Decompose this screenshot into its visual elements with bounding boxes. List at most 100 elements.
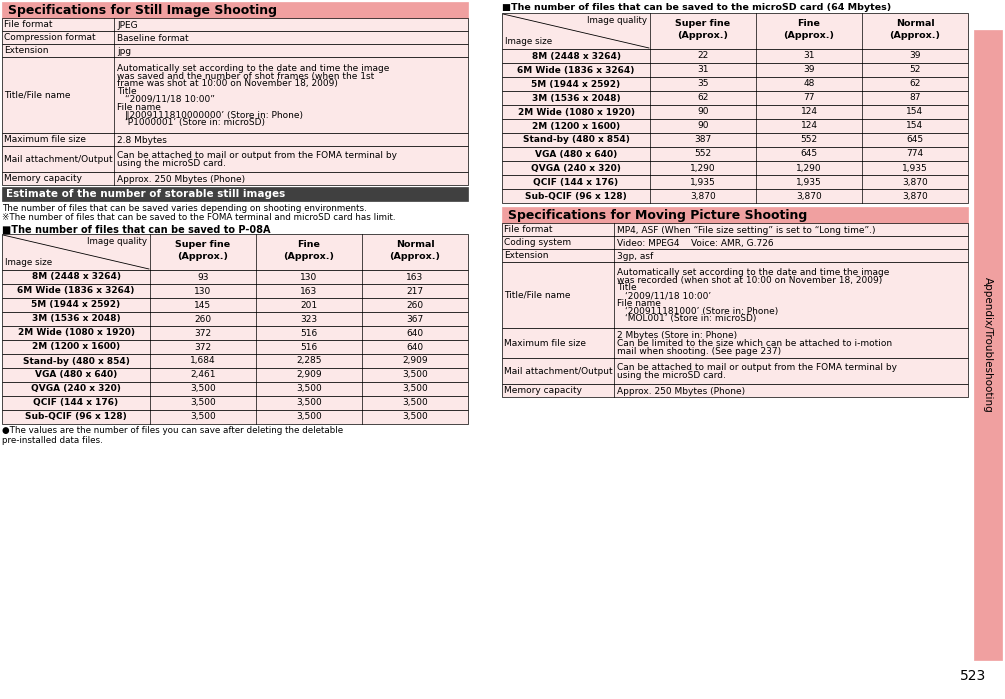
Text: 2M Wide (1080 x 1920): 2M Wide (1080 x 1920) (518, 108, 634, 117)
Text: MP4, ASF (When “File size setting” is set to “Long time”.): MP4, ASF (When “File size setting” is se… (617, 226, 875, 235)
Bar (2, 146, 468, 172)
Bar (502, 262, 968, 328)
Text: (Approx.): (Approx.) (283, 252, 335, 261)
Text: Title: Title (117, 87, 137, 96)
Text: 2M (1200 x 1600): 2M (1200 x 1600) (532, 122, 620, 131)
Text: 163: 163 (406, 273, 424, 282)
Text: File format: File format (4, 20, 52, 29)
Text: 77: 77 (803, 94, 815, 103)
Text: mail when shooting. (See page 237): mail when shooting. (See page 237) (617, 347, 781, 356)
Bar (2, 354, 468, 368)
Text: Extension: Extension (504, 251, 549, 260)
Text: File name: File name (617, 299, 661, 308)
Text: using the microSD card.: using the microSD card. (617, 371, 726, 380)
Bar (2, 410, 468, 424)
Text: Can be limited to the size which can be attached to i-motion: Can be limited to the size which can be … (617, 339, 892, 348)
Text: 5M (1944 x 2592): 5M (1944 x 2592) (31, 301, 121, 310)
Text: 201: 201 (300, 301, 318, 310)
Text: 1,684: 1,684 (190, 356, 216, 366)
Text: ‘P1000001’ (Store in: microSD): ‘P1000001’ (Store in: microSD) (125, 118, 265, 127)
Text: 323: 323 (300, 315, 318, 324)
Text: Image quality: Image quality (587, 16, 647, 25)
Text: 39: 39 (803, 66, 815, 75)
Text: 124: 124 (801, 122, 817, 131)
Text: 645: 645 (907, 136, 924, 145)
Bar (502, 189, 968, 203)
Text: 552: 552 (800, 136, 817, 145)
Text: ‘200911181000’ (Store in: Phone): ‘200911181000’ (Store in: Phone) (625, 307, 778, 316)
Text: Title/File name: Title/File name (504, 291, 571, 299)
Text: 640: 640 (406, 343, 423, 352)
Text: 217: 217 (406, 287, 423, 296)
Bar (2, 172, 468, 185)
Text: 145: 145 (194, 301, 212, 310)
Text: 35: 35 (697, 80, 709, 89)
Text: The number of files that can be saved varies depending on shooting environments.: The number of files that can be saved va… (2, 204, 367, 213)
Text: 3,500: 3,500 (402, 412, 428, 421)
Bar (502, 161, 968, 175)
Bar (502, 223, 968, 236)
Text: Specifications for Moving Picture Shooting: Specifications for Moving Picture Shooti… (508, 209, 807, 222)
Text: ■The number of files that can be saved to P-08A: ■The number of files that can be saved t… (2, 225, 270, 235)
Bar (502, 358, 968, 384)
Text: VGA (480 x 640): VGA (480 x 640) (535, 150, 617, 159)
Bar (2, 18, 468, 31)
Text: 62: 62 (910, 80, 921, 89)
Bar (502, 384, 968, 397)
Text: 2,909: 2,909 (296, 370, 322, 380)
Text: ‘2009/11/18 10:00’: ‘2009/11/18 10:00’ (625, 291, 712, 300)
Text: ■The number of files that can be saved to the microSD card (64 Mbytes): ■The number of files that can be saved t… (502, 3, 891, 12)
Text: 130: 130 (194, 287, 212, 296)
Text: Approx. 250 Mbytes (Phone): Approx. 250 Mbytes (Phone) (617, 387, 745, 396)
Text: ‖2009111810000000’ (Store in: Phone): ‖2009111810000000’ (Store in: Phone) (125, 110, 303, 120)
Text: Image quality: Image quality (87, 237, 147, 246)
Text: 8M (2448 x 3264): 8M (2448 x 3264) (532, 52, 620, 61)
Bar (502, 147, 968, 161)
Bar (2, 326, 468, 340)
Text: 3,500: 3,500 (296, 384, 322, 394)
Text: Approx. 250 Mbytes (Phone): Approx. 250 Mbytes (Phone) (117, 175, 245, 184)
Bar (502, 105, 968, 119)
Text: 260: 260 (406, 301, 423, 310)
Text: 154: 154 (907, 122, 924, 131)
Bar (502, 77, 968, 91)
Text: 552: 552 (694, 150, 712, 159)
Text: (Approx.): (Approx.) (178, 252, 228, 261)
Text: Estimate of the number of storable still images: Estimate of the number of storable still… (6, 189, 285, 199)
Bar (2, 284, 468, 298)
Text: 3,500: 3,500 (296, 412, 322, 421)
Text: Can be attached to mail or output from the FOMA terminal by: Can be attached to mail or output from t… (117, 151, 397, 160)
Text: Memory capacity: Memory capacity (4, 174, 82, 183)
Text: VGA (480 x 640): VGA (480 x 640) (35, 370, 118, 380)
Text: Mail attachment/Output: Mail attachment/Output (4, 154, 113, 164)
Text: 3,870: 3,870 (902, 192, 928, 201)
Bar (2, 340, 468, 354)
Text: Automatically set according to the date and time the image: Automatically set according to the date … (117, 64, 389, 73)
Text: Stand-by (480 x 854): Stand-by (480 x 854) (22, 356, 130, 366)
Text: Sub-QCIF (96 x 128): Sub-QCIF (96 x 128) (526, 192, 627, 201)
Text: 1,935: 1,935 (690, 178, 716, 187)
Text: 87: 87 (910, 94, 921, 103)
Text: 5M (1944 x 2592): 5M (1944 x 2592) (532, 80, 620, 89)
Text: 6M Wide (1836 x 3264): 6M Wide (1836 x 3264) (17, 287, 135, 296)
Text: 1,290: 1,290 (796, 164, 822, 173)
Text: 3M (1536 x 2048): 3M (1536 x 2048) (32, 315, 121, 324)
Text: Image size: Image size (5, 258, 52, 267)
Text: Appendix/Troubleshooting: Appendix/Troubleshooting (983, 277, 993, 413)
Bar (502, 207, 968, 223)
Text: (Approx.): (Approx.) (889, 31, 941, 40)
Text: Normal: Normal (396, 240, 434, 249)
Text: 6M Wide (1836 x 3264): 6M Wide (1836 x 3264) (518, 66, 635, 75)
Text: 3,870: 3,870 (690, 192, 716, 201)
Text: was recorded (when shot at 10:00 on November 18, 2009): was recorded (when shot at 10:00 on Nove… (617, 275, 882, 284)
Text: 8M (2448 x 3264): 8M (2448 x 3264) (31, 273, 121, 282)
Text: 90: 90 (697, 108, 709, 117)
Text: frame was shot at 10:00 on November 18, 2009): frame was shot at 10:00 on November 18, … (117, 80, 338, 88)
Text: Super fine: Super fine (675, 19, 731, 28)
Bar (502, 13, 968, 49)
Text: 3gp, asf: 3gp, asf (617, 252, 653, 261)
Text: 3,500: 3,500 (402, 370, 428, 380)
Text: 387: 387 (694, 136, 712, 145)
Bar (2, 2, 468, 18)
Text: 3,500: 3,500 (402, 384, 428, 394)
